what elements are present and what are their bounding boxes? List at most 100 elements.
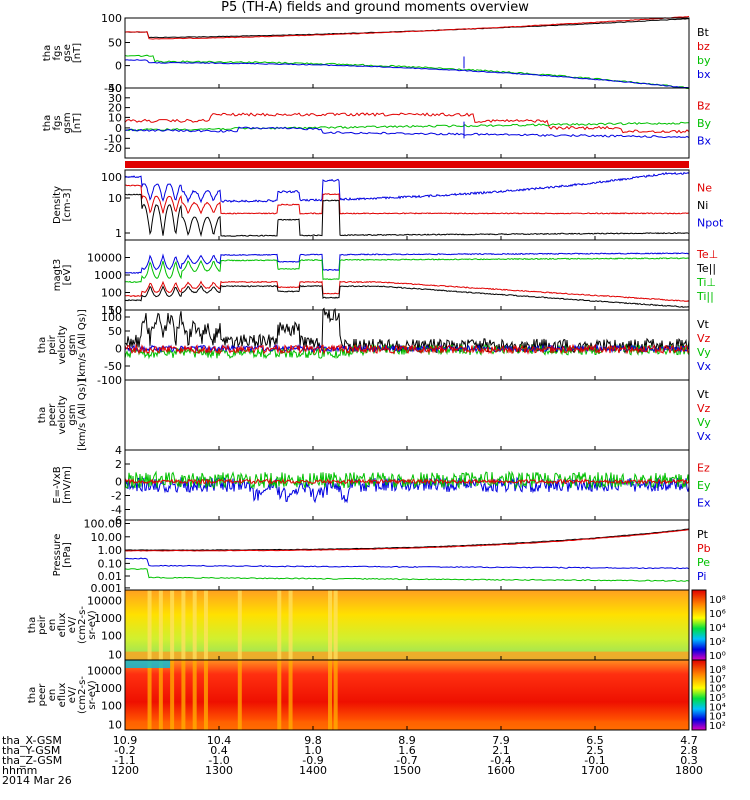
series-Ti (124, 257, 690, 283)
x-row-label: tha_X-GSM (2, 734, 62, 747)
colorbar-label: 10⁷ (709, 674, 726, 685)
spectrogram-stripe (192, 590, 197, 660)
legend-By: By (697, 117, 712, 130)
panel-content (125, 660, 689, 730)
panel-ylabel: tha (37, 337, 48, 353)
x-tick-label: 1.0 (304, 744, 322, 757)
legend-Vy: Vy (697, 416, 711, 429)
spectrogram-lowflux (125, 660, 171, 668)
panel-ylabel: en (47, 619, 58, 632)
x-tick-label: -1.0 (208, 754, 229, 767)
legend-Vx: Vx (697, 360, 712, 373)
y-tick-label: 0 (115, 60, 122, 73)
x-tick-label: 1700 (581, 764, 609, 777)
panel-ylabel: peir (37, 614, 48, 634)
spectrogram-stripe (203, 660, 208, 730)
spectrogram-stripe (203, 590, 208, 660)
series-By (124, 121, 689, 132)
y-tick-label: 0.10 (98, 557, 123, 570)
panel-content (124, 112, 690, 139)
series-Te-par (124, 285, 690, 308)
panel-peer_vel: tha peer velocity gsm [km/s (All Qs)] VtVzVyV… (37, 379, 712, 451)
x-tick-label: -0.7 (396, 754, 417, 767)
panel-ylabel: tha (42, 45, 53, 61)
y-tick-label: 30 (108, 92, 122, 105)
spectrogram-stripe (288, 590, 293, 660)
spectrogram-stripe (288, 660, 293, 730)
panel-content (124, 528, 690, 582)
y-tick-label: 10000 (87, 665, 122, 678)
colorbar-label: 10⁸ (709, 665, 726, 676)
x-row-label: tha_Z-GSM (2, 754, 62, 767)
legend-Bt: Bt (697, 26, 710, 39)
colorbar-label: 10⁸ (709, 595, 726, 606)
spectrogram-stripe (158, 590, 163, 660)
y-tick-label: 10 (108, 192, 122, 205)
y-tick-label: 100.00 (84, 518, 123, 531)
spectrogram-stripe (170, 590, 175, 660)
series-Bz (124, 112, 690, 134)
mode-bar (125, 161, 689, 168)
legend-by: by (697, 54, 711, 67)
series-Ni (124, 193, 690, 238)
y-tick-label: 4 (115, 444, 122, 457)
colorbar-label: 10⁴ (709, 702, 726, 713)
legend-Ti⊥: Ti⊥ (696, 276, 716, 289)
x-tick-label: 0.4 (210, 744, 228, 757)
legend-Pb: Pb (697, 542, 711, 555)
panel-ylabel: gse (62, 44, 73, 62)
panel-ylabel: [km/s (All Qs)] (77, 309, 88, 381)
panel-pressure: Pressure [nPa] 100.0010.001.000.100.010.00… (52, 518, 711, 595)
panel-ylabel: [nT] (72, 43, 83, 63)
x-row-label: hhmm (2, 764, 37, 777)
x-tick-label: 7.9 (492, 734, 510, 747)
spectrogram-stripe (237, 590, 242, 660)
series-Vz (124, 343, 690, 355)
spectrogram-stripe (328, 660, 333, 730)
y-tick-label: -100 (97, 374, 122, 387)
colorbar-scale (691, 659, 707, 731)
panel-frame (124, 239, 690, 311)
y-tick-label: 10 (108, 111, 122, 124)
legend-Bx: Bx (697, 135, 712, 148)
y-tick-label: 10000 (87, 252, 122, 265)
series-Pt (124, 528, 690, 551)
series-Vt (125, 307, 690, 355)
panel-ylabel: Density (52, 186, 63, 224)
y-tick-label: 40 (108, 82, 122, 95)
colorbar-label: 10² (709, 637, 726, 648)
x-tick-label: 1600 (487, 764, 515, 777)
panel-ylabel: eV/ (67, 616, 78, 633)
y-tick-label: 100 (101, 287, 122, 300)
y-tick-label: 1.00 (98, 544, 123, 557)
legend-Pe: Pe (697, 556, 710, 569)
series-by (124, 54, 689, 89)
panel-peir_spec: tha peir en eflux eV/(cm2-s-sr-eV) 10000 1000 1… (27, 589, 690, 661)
legend-Vy: Vy (697, 346, 711, 359)
series-Ez (124, 477, 690, 486)
legend-Vz: Vz (697, 402, 711, 415)
panel-frame (124, 87, 690, 159)
panel-ylabel: [nT] (72, 113, 83, 133)
spectrogram-stripe (328, 590, 333, 660)
x-tick-label: 9.8 (304, 734, 322, 747)
panel-ylabel: gsm (62, 112, 73, 133)
panel-content (124, 171, 690, 238)
x-tick-label: 2.5 (586, 744, 604, 757)
x-tick-label: 1500 (393, 764, 421, 777)
colorbar1: 10⁸ 10⁶ 10⁴ 10² 10⁰ (691, 589, 726, 662)
y-tick-label: 1000 (94, 269, 122, 282)
series-Pb (124, 529, 690, 552)
legend-bx: bx (697, 68, 711, 81)
x-tick-label: 1400 (299, 764, 327, 777)
y-tick-label: 0.01 (98, 570, 123, 583)
spectrogram-band (125, 651, 689, 660)
panel-ylabel: magt3 (52, 259, 63, 292)
spectrogram-stripe (333, 660, 338, 730)
legend-Vz: Vz (697, 332, 711, 345)
y-tick-label: 10 (108, 304, 122, 317)
panel-ylabel: tha (42, 115, 53, 131)
y-tick-label: -50 (104, 82, 122, 95)
legend-Ex: Ex (697, 497, 711, 510)
